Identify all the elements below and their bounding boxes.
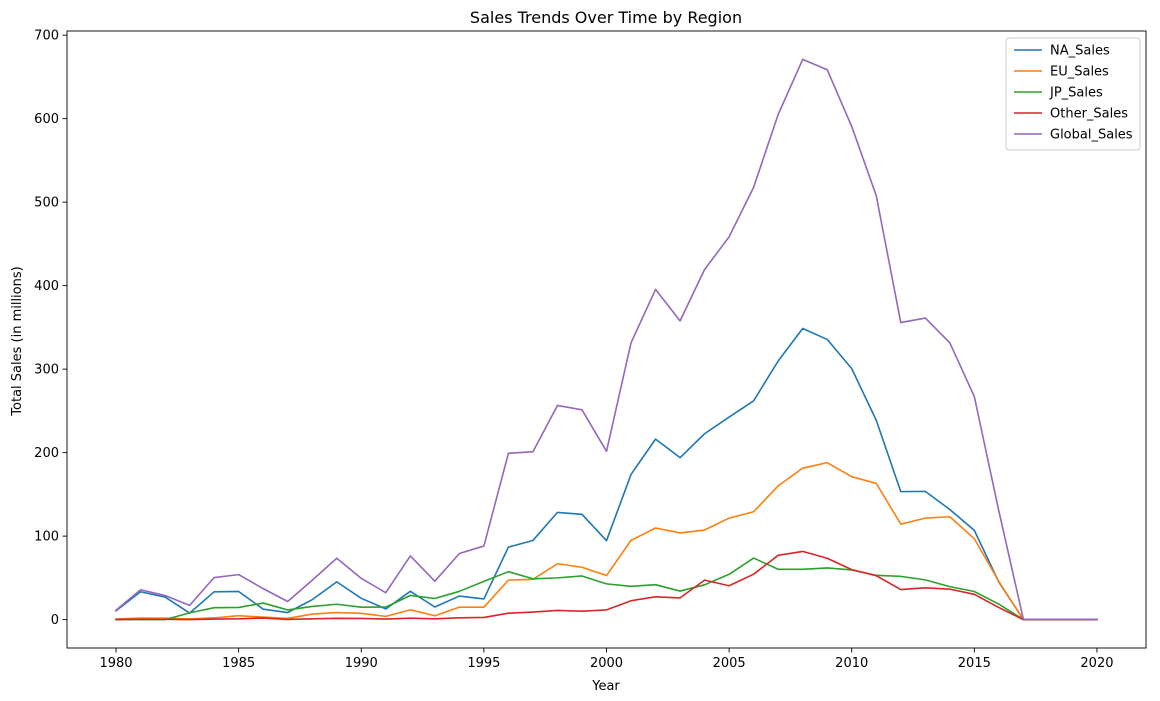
plot-area: 1980 1985 1990 1995 2000 2005 2010 2015 2020 0 100…: [34, 29, 1147, 671]
legend-label: Other_Sales: [1050, 107, 1128, 122]
x-tick-label: 2020: [1080, 656, 1113, 671]
y-tick-label: 500: [34, 196, 59, 211]
x-tick-label: 2005: [713, 656, 746, 671]
y-tick-label: 400: [34, 279, 59, 294]
legend-label: EU_Sales: [1050, 65, 1109, 80]
y-axis-label: Total Sales (in millions): [10, 266, 25, 416]
y-tick-label: 700: [34, 29, 59, 44]
series-line-na-sales: [114, 327, 1098, 621]
legend: NA_Sales EU_Sales JP_Sales Other_Sales Globa…: [1005, 37, 1141, 151]
legend-label: NA_Sales: [1050, 44, 1110, 59]
legend-label: JP_Sales: [1049, 86, 1103, 101]
x-tick-label: 1980: [99, 656, 132, 671]
legend-label: Global_Sales: [1050, 128, 1133, 143]
x-tick-label: 1995: [467, 656, 500, 671]
x-tick-label: 2010: [835, 656, 868, 671]
series-line-eu-sales: [115, 461, 1098, 621]
x-tick-label: 2015: [958, 656, 991, 671]
x-tick-label: 1985: [222, 656, 255, 671]
y-tick-label: 600: [34, 112, 59, 127]
chart-title: Sales Trends Over Time by Region: [470, 8, 742, 27]
series-line-global-sales: [114, 58, 1098, 621]
x-axis-label: Year: [591, 679, 620, 694]
series-line-jp-sales: [115, 557, 1098, 621]
legend-box: [1005, 37, 1141, 151]
y-tick-label: 100: [34, 530, 59, 545]
x-tick-label: 2000: [590, 656, 623, 671]
y-tick-label: 200: [34, 446, 59, 461]
y-tick-label: 0: [51, 613, 59, 628]
series-line-other-sales: [115, 550, 1098, 621]
y-tick-label: 300: [34, 363, 59, 378]
x-tick-label: 1990: [345, 656, 378, 671]
